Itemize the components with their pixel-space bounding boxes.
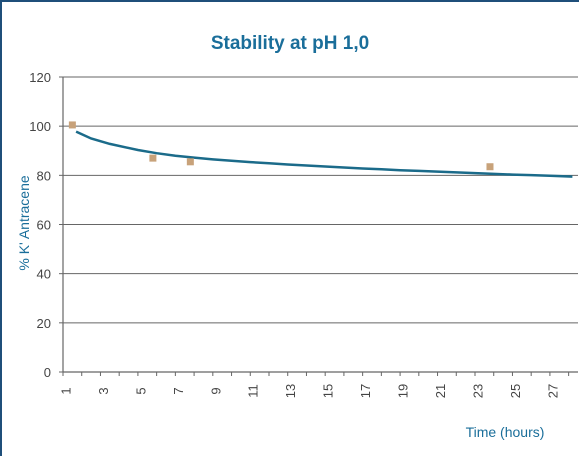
y-tick-labels: 0 20 40 60 80 100 120 xyxy=(29,70,51,380)
y-tick-label: 0 xyxy=(44,365,51,380)
y-tick-label: 20 xyxy=(37,316,51,331)
data-point xyxy=(68,121,76,129)
x-tick-label: 9 xyxy=(208,387,223,394)
x-tick-label: 1 xyxy=(58,387,73,394)
x-tick-label: 23 xyxy=(470,384,485,398)
x-tick-label: 7 xyxy=(171,387,186,394)
y-tick-label: 40 xyxy=(37,267,51,282)
y-tick-label: 100 xyxy=(29,119,51,134)
y-tick-label: 80 xyxy=(37,168,51,183)
x-tick-label: 3 xyxy=(96,387,111,394)
data-points xyxy=(68,121,494,171)
chart-title: Stability at pH 1,0 xyxy=(211,33,369,54)
x-tick-marks xyxy=(62,372,570,376)
x-tick-labels: 1 3 5 7 9 11 13 15 17 19 21 23 25 27 xyxy=(58,384,560,398)
y-tick-label: 120 xyxy=(29,70,51,85)
gridlines xyxy=(59,76,578,373)
x-tick-label: 25 xyxy=(508,384,523,398)
x-tick-label: 21 xyxy=(433,384,448,398)
data-point xyxy=(149,154,157,162)
trend-line xyxy=(75,130,573,178)
x-tick-label: 15 xyxy=(321,384,336,398)
y-tick-label: 60 xyxy=(37,218,51,233)
x-tick-label: 13 xyxy=(283,384,298,398)
x-tick-label: 27 xyxy=(545,384,560,398)
data-point xyxy=(186,158,194,166)
data-point xyxy=(486,163,494,171)
x-tick-label: 19 xyxy=(396,384,411,398)
x-tick-label: 11 xyxy=(246,384,261,398)
x-axis-label: Time (hours) xyxy=(466,424,545,440)
x-tick-label: 17 xyxy=(358,384,373,398)
y-axis-label: % K' Antracene xyxy=(16,175,32,271)
x-tick-label: 5 xyxy=(133,387,148,394)
